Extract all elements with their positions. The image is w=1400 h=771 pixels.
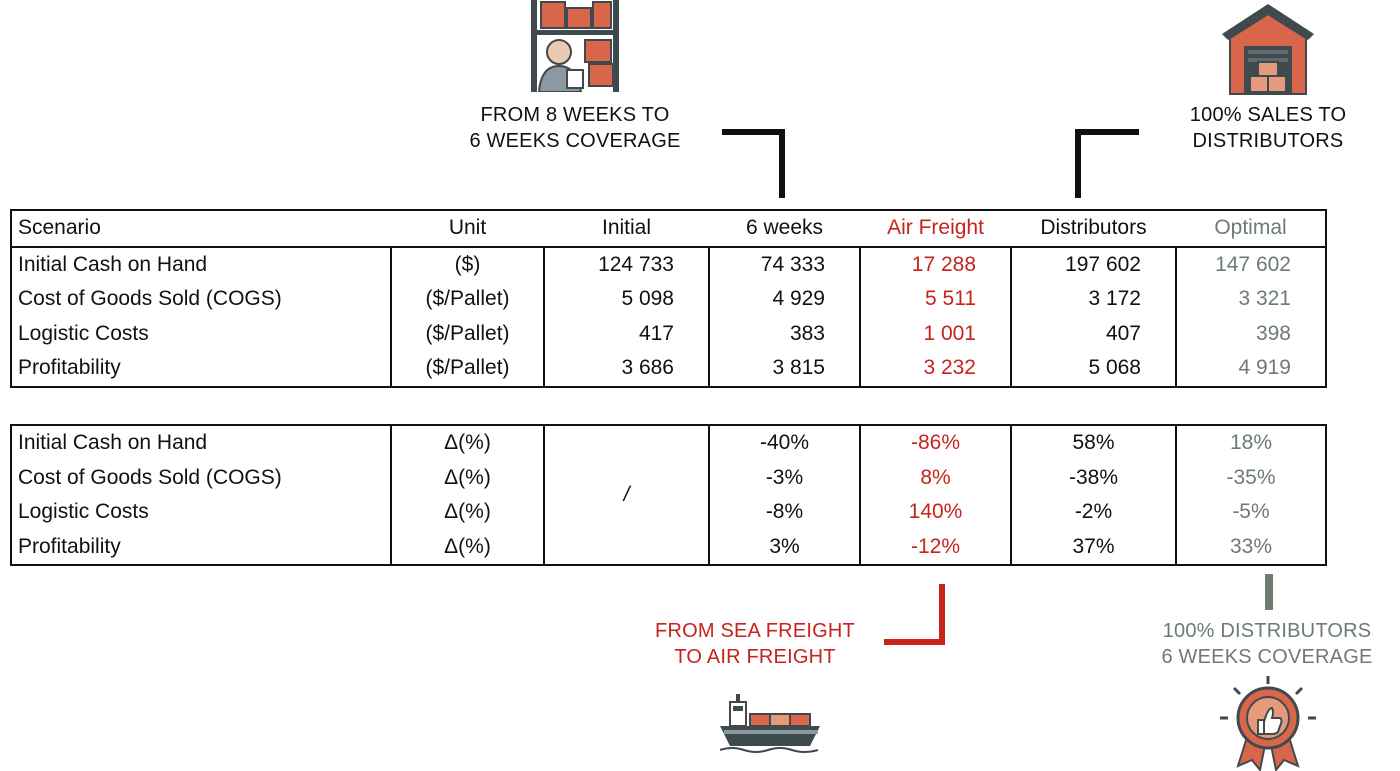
cell-air-freight: 3 232 [859,351,1011,388]
callout-sales-line2: DISTRIBUTORS [1192,130,1344,152]
callout-freight-line2: TO AIR FREIGHT [674,646,836,668]
award-badge-icon [1220,676,1316,771]
table-row: Initial Cash on Hand Δ(%) / -40% -86% 58… [10,424,1327,566]
cell-air-freight: 5 511 [859,282,1011,317]
coverage-bracket [722,129,785,198]
row-unit: Δ(%) [390,460,544,495]
callout-sales-line1: 100% SALES TO [1189,104,1347,126]
table-row: Logistic Costs ($/Pallet) 417 383 1 001 … [10,316,1327,351]
callout-freight: FROM SEA FREIGHT TO AIR FREIGHT [620,618,890,670]
callout-coverage-line2: 6 WEEKS COVERAGE [469,130,681,152]
cell-initial: 124 733 [543,246,709,282]
cell-distributors: 5 068 [1010,351,1176,388]
table-row: Cost of Goods Sold (COGS) Δ(%) -3% 8% -3… [10,460,1327,495]
header-optimal: Optimal [1176,209,1327,248]
cell-optimal: 4 919 [1175,351,1327,388]
table-row: Initial Cash on Hand ($) 124 733 74 333 … [10,246,1327,282]
warehouse-worker-icon [531,0,619,92]
row-unit: ($/Pallet) [390,316,544,351]
cell-distributors: 37% [1010,529,1176,566]
results-table: Scenario Unit Initial 6 weeks Air Freigh… [10,209,1327,388]
callout-optimal-line2: 6 WEEKS COVERAGE [1161,646,1373,668]
cell-distributors: 407 [1010,316,1176,351]
header-initial: Initial [544,209,709,248]
row-unit: Δ(%) [390,495,544,530]
cell-6-weeks: 383 [708,316,860,351]
table-row: Cost of Goods Sold (COGS) ($/Pallet) 5 0… [10,282,1327,317]
initial-placeholder: / [543,424,709,566]
table-header-row: Scenario Unit Initial 6 weeks Air Freigh… [10,209,1327,248]
cell-air-freight: -86% [859,424,1011,461]
row-unit: Δ(%) [390,424,544,461]
cell-air-freight: 8% [859,460,1011,495]
cell-air-freight: -12% [859,529,1011,566]
row-label: Logistic Costs [10,495,391,530]
cell-air-freight: 140% [859,495,1011,530]
cargo-ship-icon [719,694,820,753]
cell-optimal: -35% [1175,460,1327,495]
cell-optimal: 33% [1175,529,1327,566]
row-unit: ($/Pallet) [390,351,544,388]
header-distributors: Distributors [1011,209,1176,248]
cell-optimal: 18% [1175,424,1327,461]
cell-distributors: 3 172 [1010,282,1176,317]
cell-distributors: 58% [1010,424,1176,461]
callout-freight-line1: FROM SEA FREIGHT [655,620,855,642]
cell-initial: 3 686 [543,351,709,388]
cell-distributors: 197 602 [1010,246,1176,282]
row-unit: Δ(%) [390,529,544,566]
cell-air-freight: 17 288 [859,246,1011,282]
cell-initial: 5 098 [543,282,709,317]
cell-initial: 417 [543,316,709,351]
callout-coverage: FROM 8 WEEKS TO 6 WEEKS COVERAGE [430,102,720,154]
table-row: Logistic Costs Δ(%) -8% 140% -2% -5% [10,495,1327,530]
cell-optimal: -5% [1175,495,1327,530]
cell-optimal: 3 321 [1175,282,1327,317]
row-label: Initial Cash on Hand [10,424,391,461]
row-unit: ($/Pallet) [390,282,544,317]
row-label: Initial Cash on Hand [10,246,391,282]
row-label: Profitability [10,529,391,566]
warehouse-icon [1222,4,1314,95]
row-label: Logistic Costs [10,316,391,351]
optimal-marker [1265,574,1273,610]
cell-optimal: 398 [1175,316,1327,351]
cell-6-weeks: -3% [708,460,860,495]
table-row: Profitability Δ(%) 3% -12% 37% 33% [10,529,1327,566]
freight-bracket [884,584,945,645]
row-label: Profitability [10,351,391,388]
cell-optimal: 147 602 [1175,246,1327,282]
header-air-freight: Air Freight [860,209,1011,248]
header-unit: Unit [391,209,544,248]
table-row: Profitability ($/Pallet) 3 686 3 815 3 2… [10,351,1327,388]
callout-coverage-line1: FROM 8 WEEKS TO [480,104,670,126]
cell-6-weeks: 4 929 [708,282,860,317]
cell-air-freight: 1 001 [859,316,1011,351]
header-6-weeks: 6 weeks [709,209,860,248]
cell-6-weeks: -8% [708,495,860,530]
callout-optimal: 100% DISTRIBUTORS 6 WEEKS COVERAGE [1134,618,1400,670]
cell-6-weeks: 74 333 [708,246,860,282]
cell-6-weeks: -40% [708,424,860,461]
row-label: Cost of Goods Sold (COGS) [10,460,391,495]
header-scenario: Scenario [10,209,391,248]
delta-table: Initial Cash on Hand Δ(%) / -40% -86% 58… [10,424,1327,566]
cell-6-weeks: 3 815 [708,351,860,388]
cell-6-weeks: 3% [708,529,860,566]
row-label: Cost of Goods Sold (COGS) [10,282,391,317]
callout-sales: 100% SALES TO DISTRIBUTORS [1148,102,1388,154]
cell-distributors: -2% [1010,495,1176,530]
callout-optimal-line1: 100% DISTRIBUTORS [1162,620,1372,642]
cell-distributors: -38% [1010,460,1176,495]
row-unit: ($) [390,246,544,282]
sales-bracket [1075,129,1139,198]
